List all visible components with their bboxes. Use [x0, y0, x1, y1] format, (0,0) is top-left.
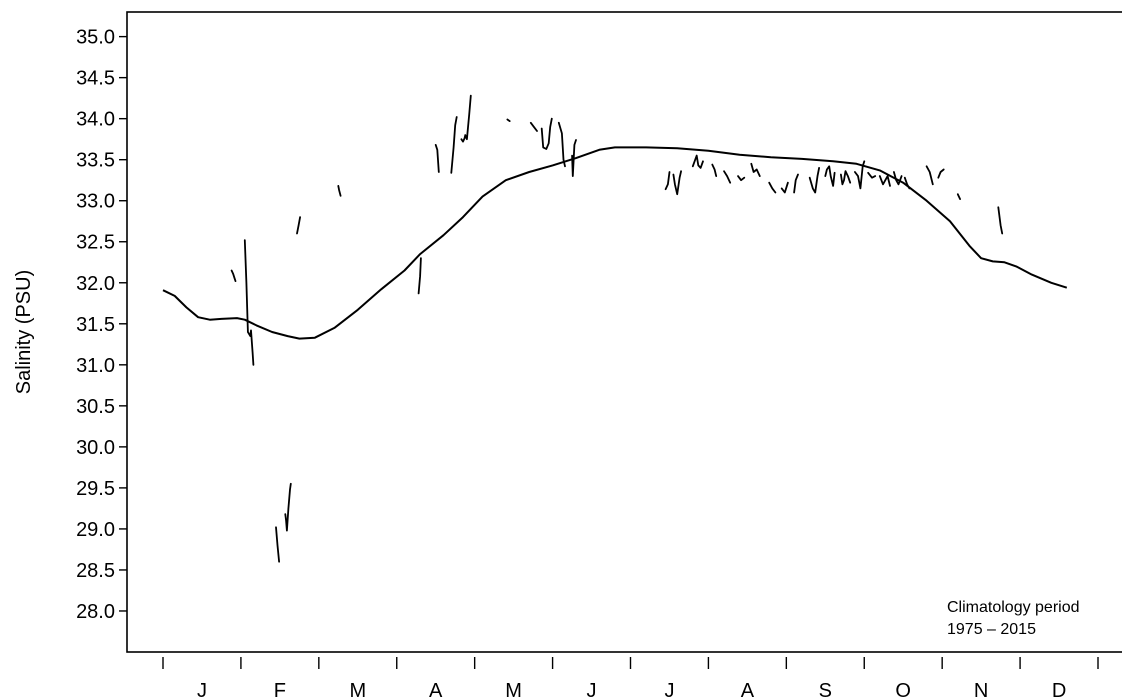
x-tick-label-5: J — [587, 680, 597, 700]
observation-trace-29 — [867, 171, 877, 179]
observation-trace-1 — [243, 239, 255, 366]
y-tick-label-14: 35.0 — [76, 27, 115, 49]
y-axis: 28.0 28.5 29.0 29.5 30.0 30.5 31.0 31.5 32.0 32.5… — [76, 27, 127, 623]
observation-trace-8 — [450, 116, 458, 174]
observation-trace-35 — [956, 193, 961, 201]
observation-trace-2 — [275, 526, 281, 563]
observation-trace-4 — [296, 216, 302, 235]
observation-trace-5 — [337, 184, 342, 197]
y-tick-label-3: 29.5 — [76, 478, 115, 500]
observation-trace-0 — [230, 269, 237, 283]
y-tick-label-9: 32.5 — [76, 232, 115, 254]
observation-trace-25 — [808, 166, 820, 194]
annotation-line-1: Climatology period — [947, 599, 1080, 616]
y-tick-label-12: 34.0 — [76, 109, 115, 131]
y-tick-label-5: 30.5 — [76, 396, 115, 418]
observation-trace-20 — [737, 175, 746, 182]
observation-trace-28 — [854, 160, 866, 190]
observation-trace-6 — [417, 257, 422, 295]
series-layer — [162, 94, 1068, 563]
x-tick-label-10: N — [974, 680, 988, 700]
observation-trace-30 — [878, 175, 891, 187]
climatology-line — [162, 146, 1068, 340]
y-tick-label-8: 32.0 — [76, 273, 115, 295]
observation-trace-13 — [557, 121, 566, 168]
observation-trace-21 — [750, 162, 761, 178]
observation-trace-18 — [711, 163, 718, 178]
y-tick-label-11: 33.5 — [76, 150, 115, 172]
observation-trace-32 — [903, 176, 911, 190]
observation-trace-15 — [664, 171, 671, 191]
annotation-line-2: 1975 – 2015 — [947, 621, 1036, 638]
plot-frame — [126, 11, 1122, 653]
x-tick-label-2: M — [349, 680, 366, 700]
x-tick-label-9: O — [895, 680, 911, 700]
x-tick-label-11: D — [1052, 680, 1066, 700]
observation-trace-27 — [840, 170, 852, 186]
observation-trace-17 — [691, 154, 704, 169]
y-tick-label-4: 30.0 — [76, 437, 115, 459]
observation-trace-7 — [434, 143, 440, 173]
y-tick-label-0: 28.0 — [76, 601, 115, 623]
y-tick-label-2: 29.0 — [76, 519, 115, 541]
observation-trace-3 — [284, 482, 292, 532]
observation-trace-24 — [793, 173, 799, 194]
observation-trace-26 — [824, 165, 836, 187]
observation-trace-19 — [723, 170, 732, 184]
observation-trace-33 — [925, 165, 934, 186]
y-tick-label-1: 28.5 — [76, 560, 115, 582]
observation-trace-34 — [937, 168, 945, 179]
observation-trace-12 — [540, 117, 553, 150]
y-tick-label-7: 31.5 — [76, 314, 115, 336]
x-tick-label-8: S — [819, 680, 832, 700]
y-tick-label-6: 31.0 — [76, 355, 115, 377]
observation-trace-9 — [460, 94, 472, 143]
y-axis-title: Salinity (PSU) — [13, 270, 35, 394]
x-tick-label-1: F — [274, 680, 286, 700]
observation-trace-11 — [529, 121, 538, 132]
observation-trace-16 — [672, 170, 682, 196]
x-tick-label-0: J — [197, 680, 207, 700]
y-tick-label-13: 34.5 — [76, 68, 115, 90]
observation-trace-31 — [893, 171, 903, 186]
observation-trace-10 — [506, 118, 511, 122]
observation-trace-14 — [571, 139, 577, 178]
x-tick-label-3: A — [429, 680, 443, 700]
observation-trace-23 — [780, 181, 789, 194]
observation-trace-36 — [997, 206, 1004, 235]
y-tick-label-10: 33.0 — [76, 191, 115, 213]
x-tick-label-4: M — [505, 680, 522, 700]
x-tick-label-7: A — [741, 680, 755, 700]
x-tick-label-6: J — [664, 680, 674, 700]
observation-trace-22 — [768, 181, 777, 194]
